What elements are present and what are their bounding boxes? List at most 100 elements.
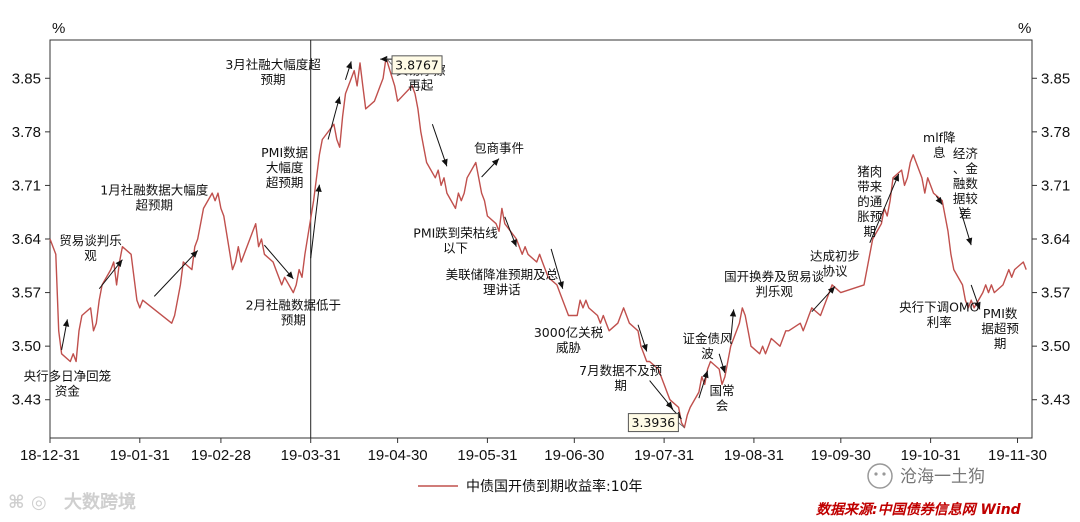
annotation-text-line: 达成初步	[810, 248, 860, 263]
annotation-arrow-shaft	[310, 184, 320, 259]
annotation-arrow-head	[893, 173, 899, 182]
annotation-text-line: 以下	[443, 240, 468, 255]
y-tick-label-right: 3.50	[1041, 338, 1070, 355]
annotation-text-line: 贸易谈判乐	[59, 233, 122, 248]
y-tick-label-left: 3.50	[12, 338, 41, 355]
y-tick-label-right: 3.43	[1041, 392, 1070, 409]
annotation-arrow-head	[641, 343, 648, 352]
y-unit-left: %	[52, 20, 65, 37]
annotation-arrow-head	[510, 238, 517, 247]
annotation-text-line: 观	[84, 248, 97, 263]
annotation-arrow-head	[935, 196, 943, 205]
annotation-text-line: 1月社融数据大幅度	[100, 183, 208, 198]
y-tick-label-left: 3.85	[12, 70, 41, 87]
annotation-text-line: 波	[701, 346, 714, 361]
annotation-text-line: 判乐观	[755, 284, 793, 299]
annotation-text-line: 3月社融大幅度超	[225, 57, 321, 72]
annotation-arrow-shaft	[327, 96, 341, 140]
annotation-arrow-head	[115, 259, 123, 268]
y-tick-label-left: 3.64	[12, 231, 41, 248]
annotation-text-line: 大幅度	[266, 160, 304, 175]
annotation-arrow-head	[334, 96, 341, 105]
data-source: 数据来源:中国债券信息网 Wind	[816, 501, 1022, 518]
watermark-logo-icon: ⌘ ◎	[8, 492, 47, 513]
y-tick-label-left: 3.57	[12, 285, 41, 302]
x-tick-label: 19-08-31	[724, 447, 784, 464]
annotation-text-line: 融数	[953, 176, 979, 191]
value-label-leader	[385, 57, 393, 66]
extreme-value-labels: 3.8767 3.3936	[385, 55, 685, 433]
y-tick-label-right: 3.64	[1041, 231, 1070, 248]
wechat-icon-eye-right	[882, 472, 886, 476]
annotation-text-line: 包商事件	[474, 141, 524, 156]
x-tick-label: 19-02-28	[191, 447, 251, 464]
x-axis: 18-12-31 19-01-31 19-02-28 19-03-31 19-04-30…	[20, 438, 1047, 464]
y-tick-label-right: 3.78	[1041, 124, 1070, 141]
annotation-text-line: 、金	[953, 161, 979, 176]
x-tick-label: 19-05-31	[457, 447, 517, 464]
annotation-text-line: 差	[959, 206, 972, 221]
annotation-text-line: mlf降	[923, 130, 956, 145]
wechat-icon	[867, 463, 893, 489]
watermark-left-text: 大数跨境	[64, 491, 136, 513]
annotation-text-line: 预期	[281, 312, 306, 327]
y-axis-left: 3.43 3.50 3.57 3.64 3.71 3.78 3.85	[12, 70, 50, 409]
annotation-arrow-shaft	[153, 250, 199, 297]
annotation-arrow-head	[719, 365, 726, 373]
annotation-text-line: 央行下调OMO	[899, 300, 980, 315]
annotation-text-line: 期	[614, 378, 627, 393]
annotation-text-line: 期	[864, 224, 877, 239]
annotation-text-line: 国常	[710, 383, 735, 398]
annotation-text-line: 理讲话	[483, 282, 521, 297]
annotation-text-line: 息	[933, 145, 946, 160]
annotation-arrow-head	[974, 301, 981, 310]
y-tick-label-right: 3.85	[1041, 70, 1070, 87]
annotation-text-line: 资金	[55, 384, 81, 399]
x-tick-label: 19-11-30	[988, 447, 1047, 464]
annotation-text-line: PMI数据	[261, 145, 308, 160]
x-tick-label: 19-07-31	[634, 447, 694, 464]
annotation-arrow-head	[729, 309, 737, 317]
annotation-arrow-head	[702, 370, 709, 379]
annotation-text-line: 经济	[953, 146, 979, 161]
annotation-arrow-shaft	[431, 124, 448, 167]
annotation-text-line: 7月数据不及预	[579, 363, 662, 378]
x-tick-label: 19-03-31	[281, 447, 341, 464]
x-tick-label: 19-04-30	[368, 447, 428, 464]
annotation-arrow-head	[966, 237, 973, 246]
annotation-arrow-head	[557, 281, 564, 289]
annotation-arrows	[61, 55, 981, 420]
annotation-text-line: PMI数	[983, 306, 1018, 321]
annotation-arrow-head	[286, 271, 294, 279]
annotation-text-line: 2月社融数据低于	[246, 297, 341, 312]
annotation-text-line: 预期	[261, 72, 286, 87]
annotation-arrow-head	[827, 286, 836, 294]
value-label-leader	[678, 422, 685, 428]
annotation-arrow-head	[441, 158, 448, 167]
value-label-box	[391, 55, 443, 75]
annotation-text-line: 带来	[857, 179, 883, 194]
annotation-text-line: 超预期	[136, 198, 174, 213]
annotation-arrow-head	[62, 319, 70, 327]
annotation-text-line: PMI跌到荣枯线	[413, 225, 498, 240]
watermark-right: 沧海一土狗	[867, 463, 985, 489]
annotation-text-line: 的通	[857, 194, 883, 209]
annotation-text-line: 威胁	[556, 340, 581, 355]
wechat-icon-eye-left	[874, 472, 878, 476]
annotation-text-line: 协议	[823, 263, 849, 278]
annotation-text-line: 国开换券及贸易谈	[724, 269, 825, 284]
y-tick-label-right: 3.57	[1041, 285, 1070, 302]
x-tick-label: 19-10-31	[901, 447, 961, 464]
x-tick-label: 19-06-30	[544, 447, 604, 464]
annotation-text-line: 猪肉	[857, 164, 882, 179]
annotation-arrow-head	[491, 158, 499, 166]
annotation-text-line: 再起	[408, 77, 434, 92]
annotation-text-line: 据较	[953, 191, 979, 206]
x-tick-label: 19-09-30	[811, 447, 871, 464]
legend: 中债国开债到期收益率:10年	[418, 478, 643, 495]
value-label-text: 3.3936	[632, 415, 676, 430]
y-tick-label-left: 3.71	[12, 177, 41, 194]
value-label-text: 3.8767	[395, 57, 439, 72]
